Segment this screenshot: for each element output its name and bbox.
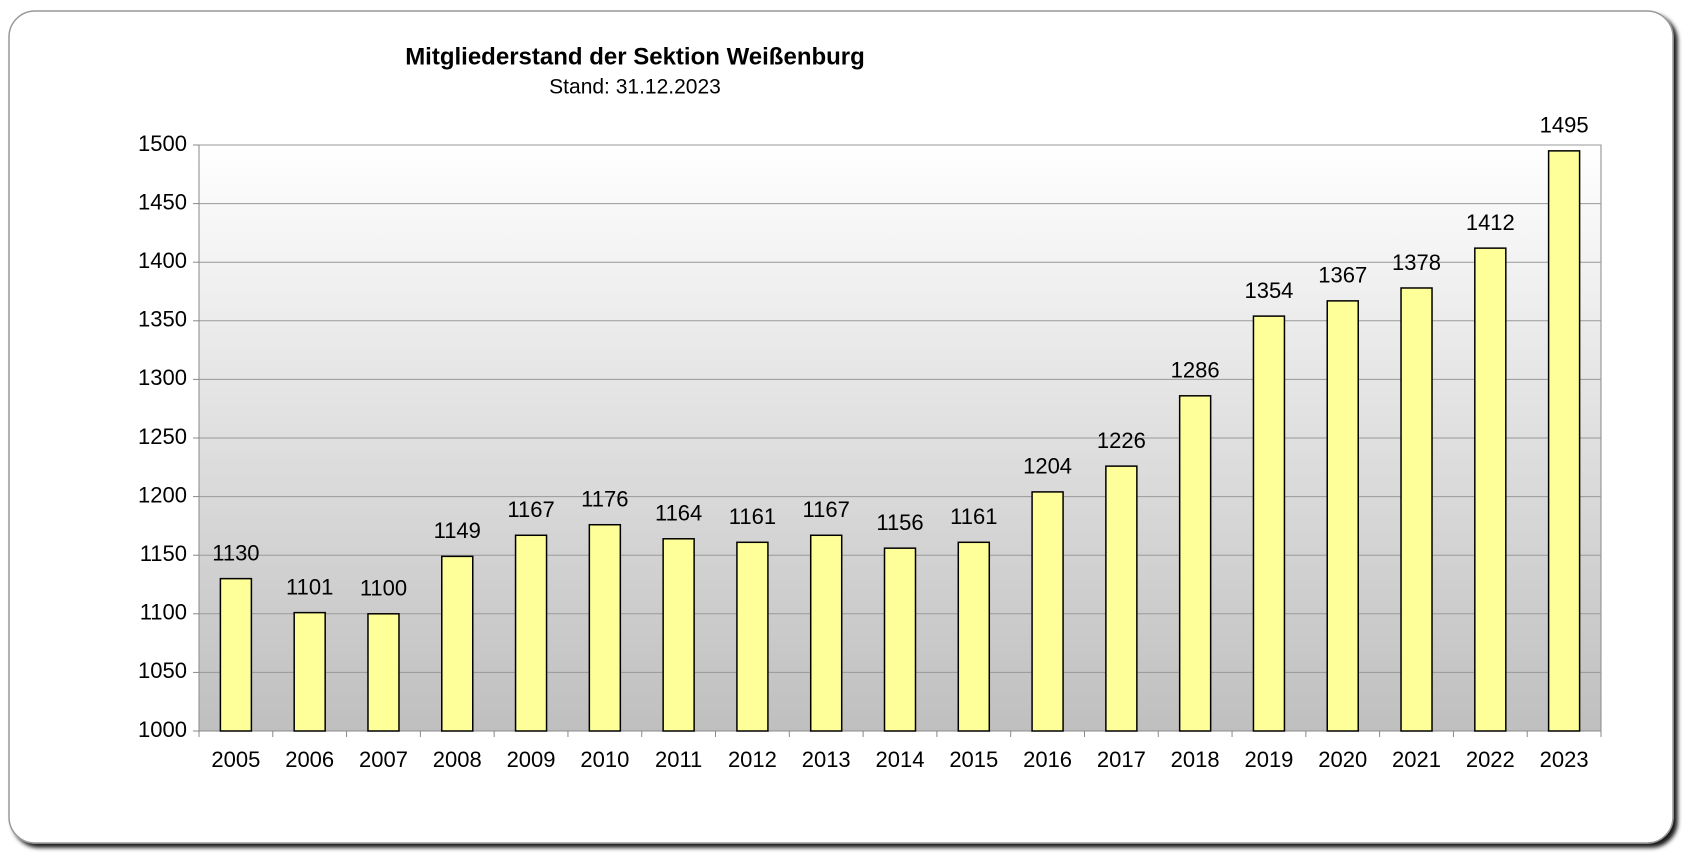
data-label: 1167 [507, 497, 554, 522]
bar [1326, 300, 1359, 732]
bar [1252, 315, 1286, 732]
x-tick-label: 2014 [876, 747, 925, 772]
x-tick-label: 2005 [211, 747, 260, 772]
x-tick-label: 2010 [580, 747, 629, 772]
x-tick-label: 2006 [285, 747, 334, 772]
bar [883, 547, 917, 732]
data-label: 1167 [803, 497, 850, 522]
bar [367, 613, 400, 732]
y-tick-label: 1500 [138, 131, 187, 156]
data-label: 1176 [581, 487, 628, 512]
data-label: 1130 [212, 540, 259, 565]
bar [736, 541, 769, 732]
x-tick-label: 2023 [1540, 747, 1589, 772]
x-tick-label: 2009 [507, 747, 556, 772]
x-tick-label: 2015 [949, 747, 998, 772]
x-tick-label: 2022 [1466, 747, 1515, 772]
x-tick-label: 2008 [433, 747, 482, 772]
x-tick-label: 2012 [728, 747, 777, 772]
y-tick-label: 1350 [138, 307, 187, 332]
data-label: 1412 [1466, 210, 1515, 235]
x-tick-label: 2011 [655, 747, 702, 772]
x-tick-label: 2020 [1318, 747, 1367, 772]
data-label: 1495 [1540, 113, 1589, 138]
data-label: 1161 [950, 504, 997, 529]
bar [809, 534, 843, 732]
x-tick-label: 2018 [1171, 747, 1220, 772]
data-label: 1149 [434, 518, 481, 543]
bar [1031, 491, 1064, 732]
y-tick-label: 1200 [138, 482, 187, 507]
chart-subtitle: Stand: 31.12.2023 [549, 76, 721, 99]
data-label: 1164 [655, 501, 702, 526]
data-label: 1354 [1244, 278, 1293, 303]
bar [957, 541, 991, 732]
data-label: 1101 [286, 574, 333, 599]
x-tick-label: 2007 [359, 747, 408, 772]
bar [662, 538, 695, 732]
bar [293, 611, 326, 732]
data-label: 1156 [876, 510, 923, 535]
bar [1400, 287, 1433, 732]
bar [1105, 465, 1138, 732]
bar [1178, 395, 1212, 732]
bar [219, 577, 253, 732]
y-tick-label: 1100 [140, 600, 187, 625]
data-label: 1226 [1097, 428, 1146, 453]
y-tick-label: 1300 [138, 365, 187, 390]
chart-title: Mitgliederstand der Sektion Weißenburg [405, 43, 865, 70]
bar [441, 555, 474, 732]
y-tick-label: 1400 [138, 248, 187, 273]
y-tick-label: 1250 [138, 424, 187, 449]
y-tick-label: 1450 [138, 189, 187, 214]
data-label: 1378 [1392, 250, 1441, 275]
bar [588, 523, 622, 732]
x-tick-label: 2016 [1023, 747, 1072, 772]
bar [1474, 247, 1507, 732]
y-tick-label: 1000 [138, 717, 187, 742]
data-label: 1367 [1318, 263, 1367, 288]
x-tick-label: 2019 [1244, 747, 1293, 772]
data-label: 1161 [729, 504, 776, 529]
data-label: 1100 [360, 576, 407, 601]
x-tick-label: 2021 [1392, 747, 1441, 772]
x-tick-label: 2017 [1097, 747, 1146, 772]
x-tick-label: 2013 [802, 747, 851, 772]
data-label: 1204 [1023, 454, 1072, 479]
bar [1547, 150, 1581, 732]
bar [514, 534, 548, 732]
y-tick-label: 1050 [138, 658, 187, 683]
y-tick-label: 1150 [140, 541, 187, 566]
data-label: 1286 [1171, 358, 1220, 383]
